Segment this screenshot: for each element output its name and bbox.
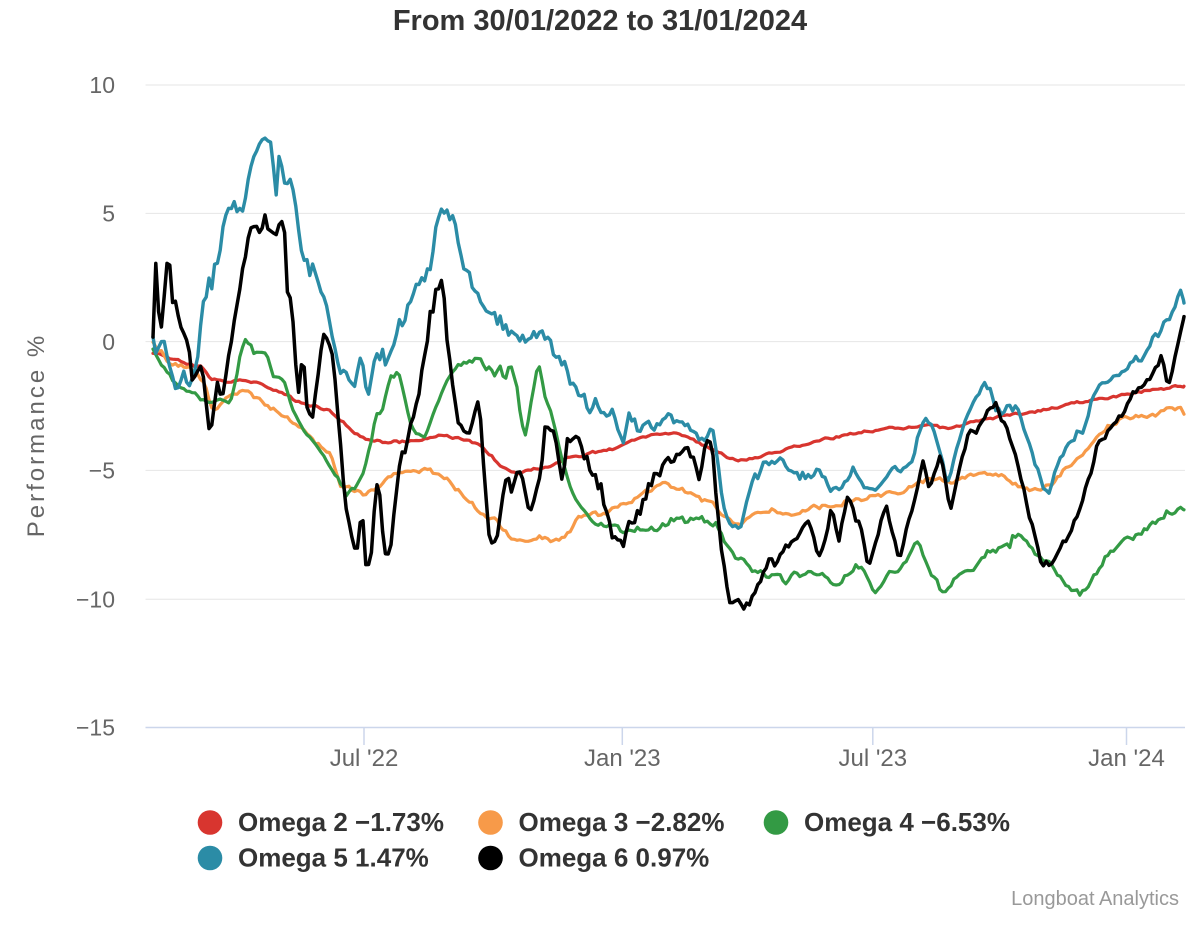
svg-text:From 30/01/2022 to 31/01/2024: From 30/01/2022 to 31/01/2024 xyxy=(393,5,807,37)
svg-text:Longboat Analytics: Longboat Analytics xyxy=(1011,888,1179,910)
svg-text:Jan '24: Jan '24 xyxy=(1088,745,1165,772)
svg-text:Omega 4 −6.53%: Omega 4 −6.53% xyxy=(804,807,1010,837)
svg-text:Jan '23: Jan '23 xyxy=(584,745,661,772)
svg-text:Omega 5 1.47%: Omega 5 1.47% xyxy=(238,843,429,873)
svg-text:Omega 2 −1.73%: Omega 2 −1.73% xyxy=(238,807,444,837)
svg-text:10: 10 xyxy=(89,72,115,98)
svg-text:5: 5 xyxy=(102,201,115,227)
svg-text:Jul '22: Jul '22 xyxy=(330,745,399,772)
svg-text:Performance %: Performance % xyxy=(23,333,50,537)
svg-text:Jul '23: Jul '23 xyxy=(838,745,907,772)
svg-text:0: 0 xyxy=(102,329,115,355)
svg-text:−15: −15 xyxy=(76,715,115,741)
svg-text:Omega 3 −2.82%: Omega 3 −2.82% xyxy=(519,807,725,837)
svg-text:Omega 6 0.97%: Omega 6 0.97% xyxy=(519,843,710,873)
svg-text:−10: −10 xyxy=(76,586,115,612)
svg-text:−5: −5 xyxy=(89,458,115,484)
